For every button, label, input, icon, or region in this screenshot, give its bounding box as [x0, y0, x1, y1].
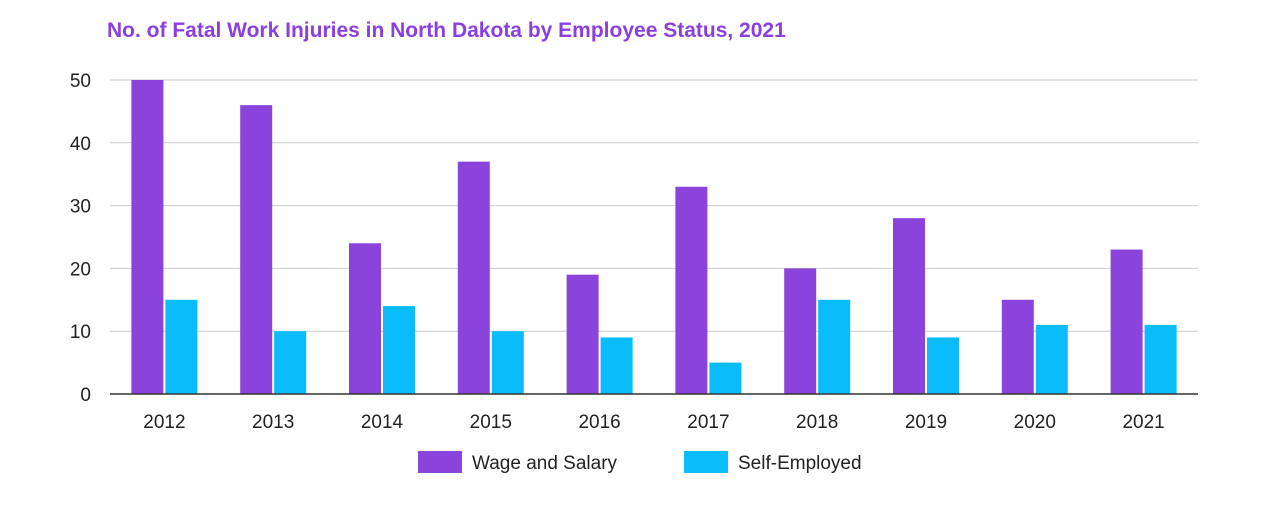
bar-self-employed-2019: [927, 337, 959, 394]
y-tick-label: 50: [70, 71, 91, 92]
bar-wage-and-salary-2016: [566, 274, 599, 394]
bars: [131, 80, 1177, 395]
bar-self-employed-2016: [600, 337, 633, 394]
bar-wage-and-salary-2015: [457, 161, 490, 394]
x-tick-label: 2017: [687, 412, 729, 433]
bar-self-employed-2020: [1035, 324, 1068, 394]
bar-wage-and-salary-2021: [1110, 249, 1143, 394]
y-tick-label: 0: [80, 385, 91, 406]
bar-wage-and-salary-2020: [1001, 299, 1034, 394]
bar-self-employed-2012: [165, 299, 198, 394]
legend-label: Wage and Salary: [472, 453, 618, 474]
bar-wage-and-salary-2018: [784, 268, 817, 394]
legend-label: Self-Employed: [738, 453, 862, 474]
chart-title: No. of Fatal Work Injuries in North Dako…: [107, 19, 786, 42]
x-tick-label: 2021: [1122, 412, 1164, 433]
bar-wage-and-salary-2014: [349, 243, 381, 394]
y-tick-label: 20: [70, 259, 91, 280]
x-tick-label: 2020: [1014, 412, 1056, 433]
bar-self-employed-2021: [1144, 324, 1177, 394]
bar-wage-and-salary-2019: [893, 218, 925, 394]
bar-wage-and-salary-2017: [675, 186, 708, 394]
x-tick-label: 2013: [252, 412, 294, 433]
legend-swatch: [684, 451, 728, 473]
legend: Wage and Salary Self-Employed: [418, 451, 862, 474]
bar-self-employed-2018: [818, 299, 851, 394]
bar-wage-and-salary-2013: [240, 105, 273, 395]
axes: 0 10 20 30 40 50 2012 2013 2014 2015 2016 2017 2018 2…: [70, 71, 1198, 433]
y-tick-label: 10: [70, 322, 91, 343]
gridlines: [110, 79, 1198, 332]
bar-self-employed-2015: [491, 331, 524, 394]
bar-self-employed-2014: [383, 306, 415, 394]
x-tick-label: 2018: [796, 412, 838, 433]
bar-wage-and-salary-2012: [131, 80, 164, 394]
y-tick-label: 30: [70, 197, 91, 218]
x-tick-label: 2019: [905, 412, 947, 433]
bar-self-employed-2017: [709, 362, 742, 394]
y-tick-label: 40: [70, 134, 91, 155]
x-tick-label: 2014: [361, 412, 404, 433]
x-tick-label: 2012: [143, 412, 185, 433]
bar-self-employed-2013: [274, 331, 307, 394]
x-tick-label: 2015: [470, 412, 512, 433]
x-tick-label: 2016: [578, 412, 620, 433]
legend-swatch: [418, 451, 462, 473]
